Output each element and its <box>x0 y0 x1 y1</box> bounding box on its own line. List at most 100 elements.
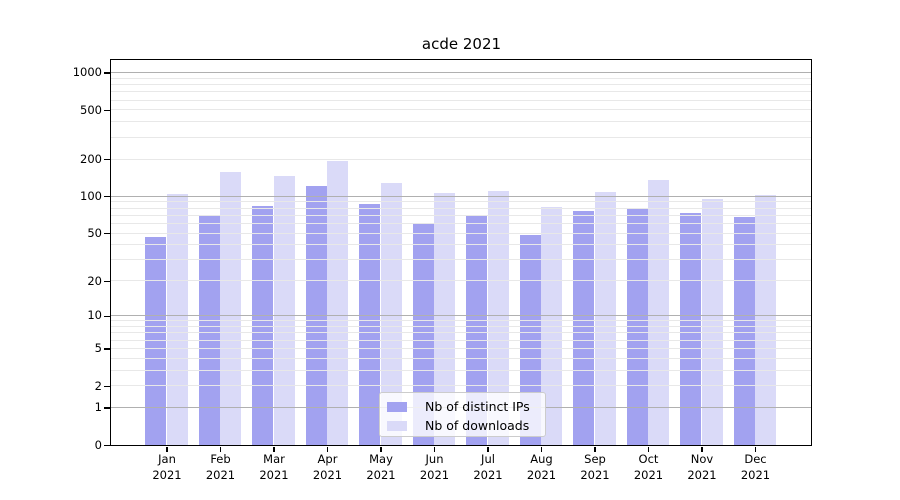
y-tick-label: 1000 <box>72 65 102 80</box>
legend-label: Nb of downloads <box>425 418 530 433</box>
y-tick-label: 200 <box>80 151 102 166</box>
x-tick-mark <box>540 447 543 452</box>
y-tick-label: 100 <box>80 188 102 203</box>
minor-gridline <box>111 121 811 123</box>
y-tick-mark <box>104 407 110 409</box>
legend-swatch <box>387 420 407 431</box>
y-tick-mark <box>104 72 110 74</box>
legend: Nb of distinct IPs Nb of downloads <box>379 392 546 437</box>
x-tick-mark <box>487 447 489 452</box>
y-tick-label: 5 <box>94 341 102 356</box>
minor-gridline <box>111 259 811 261</box>
legend-swatch <box>387 401 407 412</box>
minor-gridline <box>111 332 811 334</box>
x-tick-label: Jan 2021 <box>152 452 182 482</box>
minor-gridline <box>111 77 811 79</box>
legend-row: Nb of distinct IPs <box>380 397 545 416</box>
minor-gridline <box>111 357 811 359</box>
bar <box>380 182 402 445</box>
bar <box>701 198 723 445</box>
bar <box>648 179 670 445</box>
legend-row: Nb of downloads <box>380 416 545 435</box>
x-tick-mark <box>219 447 222 452</box>
major-gridline <box>111 72 811 73</box>
bar <box>680 212 702 445</box>
minor-gridline <box>111 280 811 282</box>
y-tick-mark <box>104 348 110 350</box>
minor-gridline <box>111 99 811 101</box>
bar <box>755 194 777 445</box>
x-tick-mark <box>701 447 703 452</box>
x-tick-mark <box>166 447 168 452</box>
x-tick-label: Apr 2021 <box>312 452 343 482</box>
plot-area <box>110 59 812 446</box>
minor-gridline <box>111 339 811 341</box>
x-tick-label: Nov 2021 <box>687 452 717 482</box>
x-tick-label: Jul 2021 <box>473 452 503 482</box>
minor-gridline <box>111 385 811 387</box>
minor-gridline <box>111 201 811 203</box>
bar <box>412 223 434 445</box>
bar <box>487 191 509 445</box>
x-tick-label: Dec 2021 <box>740 452 771 482</box>
x-tick-label: Mar 2021 <box>259 452 289 482</box>
major-gridline <box>111 315 811 317</box>
minor-gridline <box>111 232 811 234</box>
x-tick-label: May 2021 <box>366 452 396 482</box>
bar <box>327 161 349 445</box>
x-tick-mark <box>380 447 382 452</box>
y-tick-label: 20 <box>87 273 102 288</box>
gridlines-layer <box>111 60 811 445</box>
y-tick-label: 2 <box>94 378 102 393</box>
y-tick-label: 1 <box>94 400 102 415</box>
major-gridline <box>111 195 811 197</box>
minor-gridline <box>111 214 811 216</box>
minor-gridline <box>111 109 811 111</box>
bar <box>252 206 274 445</box>
y-tick-mark <box>104 385 110 387</box>
minor-gridline <box>111 84 811 85</box>
minor-gridline <box>111 222 811 224</box>
y-tick-mark <box>104 232 110 235</box>
bar <box>166 193 188 445</box>
y-tick-mark <box>104 315 110 317</box>
x-tick-mark <box>433 447 436 452</box>
chart-title: acde 2021 <box>421 35 502 53</box>
bar <box>733 216 755 445</box>
x-tick-mark <box>647 447 650 452</box>
minor-gridline <box>111 244 811 246</box>
x-tick-label: Jun 2021 <box>419 452 450 482</box>
x-tick-mark <box>273 447 275 452</box>
x-tick-label: Feb 2021 <box>205 452 236 482</box>
minor-gridline <box>111 207 811 209</box>
x-tick-mark <box>326 447 329 452</box>
bar <box>359 203 381 445</box>
bar <box>220 171 242 445</box>
legend-label: Nb of distinct IPs <box>425 399 530 414</box>
x-tick-label: Aug 2021 <box>526 452 557 482</box>
y-tick-mark <box>104 109 110 111</box>
y-tick-mark <box>104 195 110 198</box>
bar <box>198 215 220 445</box>
x-tick-mark <box>594 447 596 452</box>
y-tick-mark <box>104 280 110 282</box>
bar <box>145 237 167 445</box>
y-tick-mark <box>104 444 110 447</box>
bar <box>434 193 456 445</box>
bar <box>573 210 595 445</box>
bar <box>273 176 295 445</box>
minor-gridline <box>111 158 811 160</box>
y-tick-label: 50 <box>87 225 102 240</box>
minor-gridline <box>111 91 811 93</box>
minor-gridline <box>111 136 811 138</box>
minor-gridline <box>111 369 811 371</box>
x-tick-label: Sep 2021 <box>580 452 610 482</box>
minor-gridline <box>111 347 811 349</box>
bar <box>594 192 616 445</box>
x-tick-label: Oct 2021 <box>633 452 664 482</box>
x-tick-mark <box>754 447 757 452</box>
y-tick-label: 500 <box>80 102 102 117</box>
minor-gridline <box>111 326 811 327</box>
y-tick-label: 0 <box>94 437 102 452</box>
